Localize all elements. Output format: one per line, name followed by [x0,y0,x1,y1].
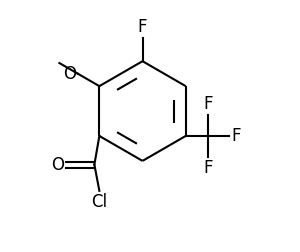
Text: F: F [231,127,241,145]
Text: O: O [51,156,64,174]
Text: F: F [138,18,147,36]
Text: F: F [203,95,213,113]
Text: O: O [63,65,76,83]
Text: F: F [203,159,213,177]
Text: Cl: Cl [91,193,107,211]
